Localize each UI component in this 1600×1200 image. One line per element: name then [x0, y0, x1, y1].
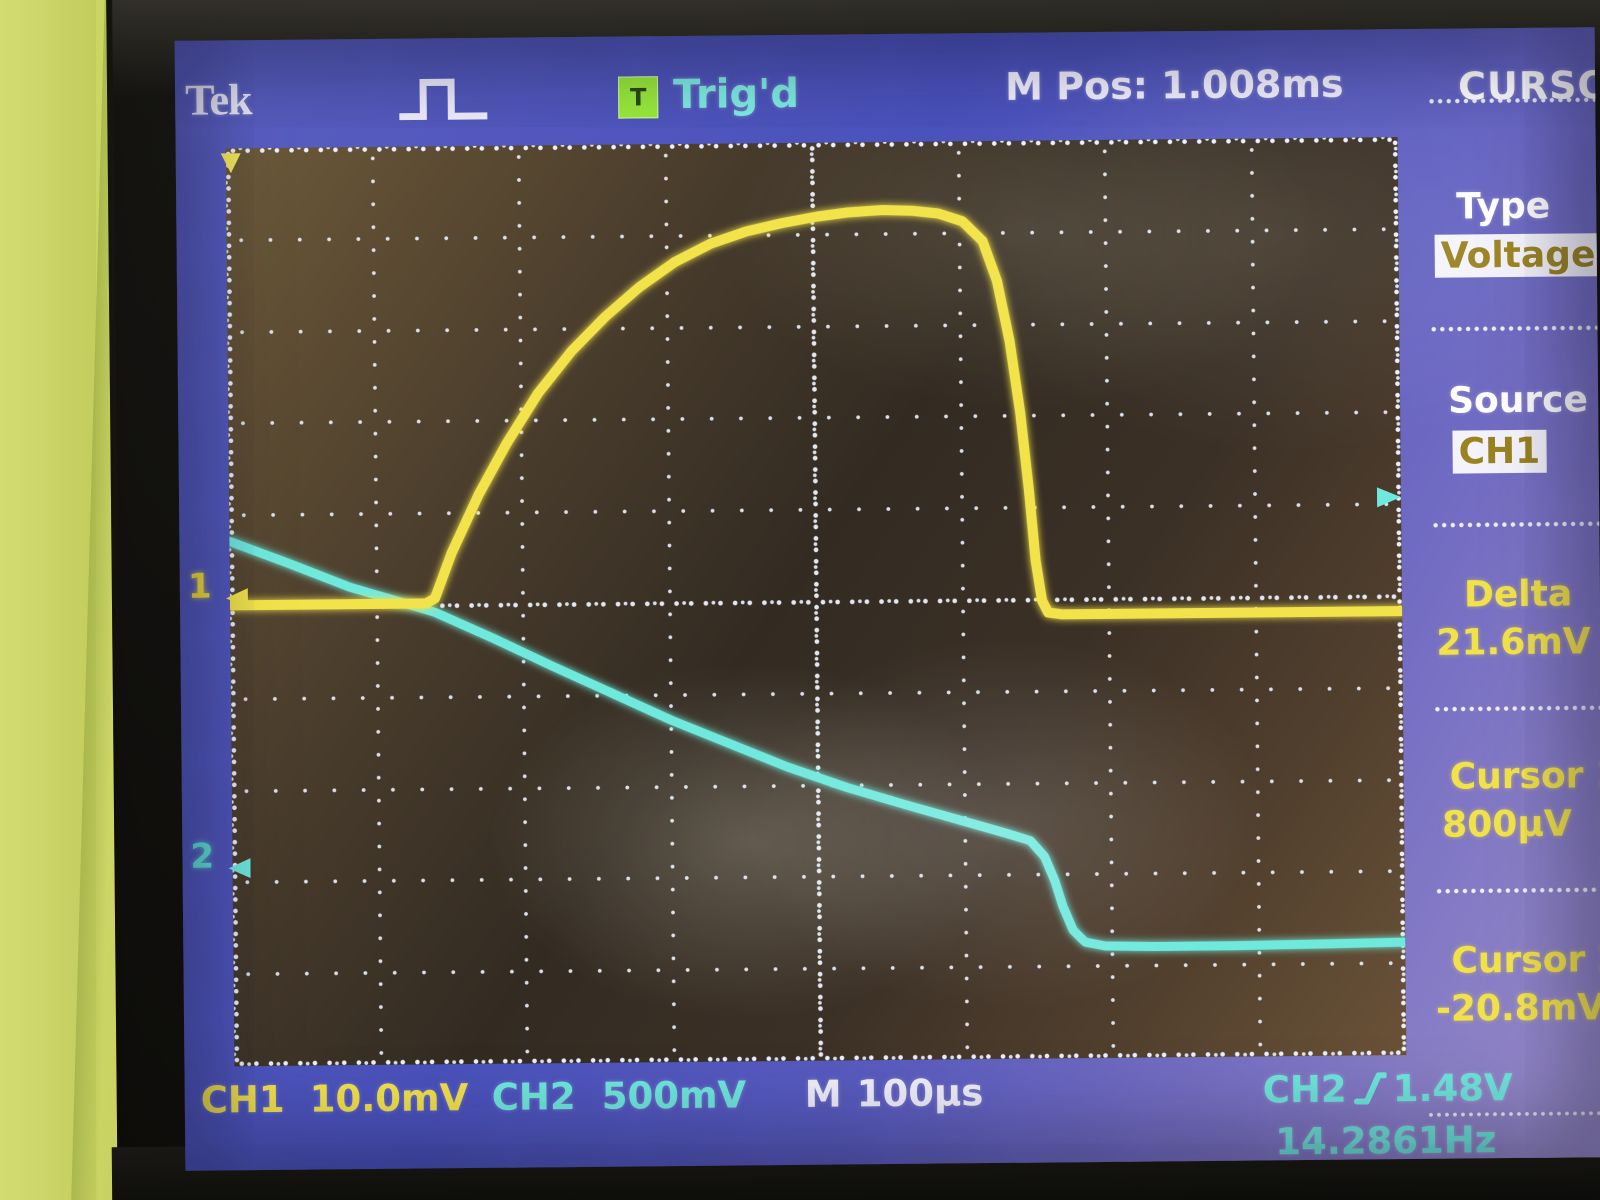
menu-item-cursor2-value: -20.8mV — [1435, 987, 1600, 1030]
trigger-state-label: Trig'd — [672, 70, 800, 119]
ch1-label[interactable]: CH1 — [200, 1077, 285, 1122]
ch1-scale-readout[interactable]: 10.0mV — [309, 1076, 469, 1121]
ch1-ground-arrow-icon — [225, 588, 249, 609]
frequency-separator — [1426, 1111, 1600, 1117]
status-bar: CH1 10.0mV CH2 500mV M 100µs CH2 1.48V 1… — [185, 1059, 1600, 1163]
ch2-scale-readout[interactable]: 500mV — [601, 1073, 747, 1118]
trigger-state-badge: T — [617, 76, 659, 119]
trigger-position-arrow-icon — [220, 153, 241, 174]
rising-edge-icon — [1353, 1072, 1387, 1105]
menu-separator — [1429, 325, 1598, 332]
timebase-label: M — [804, 1072, 842, 1116]
menu-item-delta-label: Delta — [1463, 573, 1573, 616]
ch2-ground-arrow-icon — [228, 858, 251, 879]
menu-item-cursor1-value: 800µV — [1442, 803, 1572, 846]
menu-separator — [1434, 887, 1600, 894]
oscilloscope-screen: Tek T Trig'd M Pos: 1.008ms CURSOR — [174, 27, 1600, 1171]
cursor-1-line — [434, 590, 1406, 608]
trigger-source-readout[interactable]: CH2 — [1262, 1067, 1347, 1112]
menu-item-source-value[interactable]: CH1 — [1452, 429, 1547, 474]
menu-item-type-label: Type — [1456, 185, 1551, 228]
menu-separator — [1431, 521, 1600, 528]
ch1-baseline — [225, 597, 436, 611]
ch1-waveform — [225, 205, 1407, 620]
ch2-waveform — [225, 536, 1407, 951]
horizontal-position-readout: M Pos: 1.008ms — [1004, 61, 1344, 109]
timebase-readout[interactable]: 100µs — [856, 1071, 984, 1116]
menu-separator — [1433, 705, 1600, 712]
ch1-ground-marker[interactable]: 1 — [187, 566, 212, 607]
tek-logo: Tek — [184, 75, 252, 125]
trigger-level-readout[interactable]: 1.48V — [1392, 1066, 1513, 1111]
cursor-2-line — [228, 780, 1407, 799]
menu-item-delta-value: 21.6mV — [1436, 621, 1591, 664]
trigger-badge-letter: T — [629, 83, 647, 112]
ch2-label[interactable]: CH2 — [491, 1075, 576, 1119]
frequency-readout: 14.2861Hz — [1275, 1118, 1497, 1164]
ch2-ground-marker[interactable]: 2 — [190, 836, 215, 877]
pulse-icon — [399, 78, 488, 121]
side-menu: Type Voltage Source CH1 Delta 21.6mV Cur… — [1421, 93, 1600, 1057]
menu-item-cursor1-label: Cursor 1 — [1449, 754, 1600, 798]
menu-item-cursor2-label: Cursor 2 — [1451, 938, 1600, 982]
menu-item-type-value[interactable]: Voltage — [1434, 233, 1600, 278]
menu-separator — [1427, 97, 1596, 104]
menu-item-source-label: Source — [1447, 379, 1589, 422]
waveform-canvas — [225, 205, 1407, 951]
ch2-level-arrow-icon — [1376, 487, 1402, 508]
